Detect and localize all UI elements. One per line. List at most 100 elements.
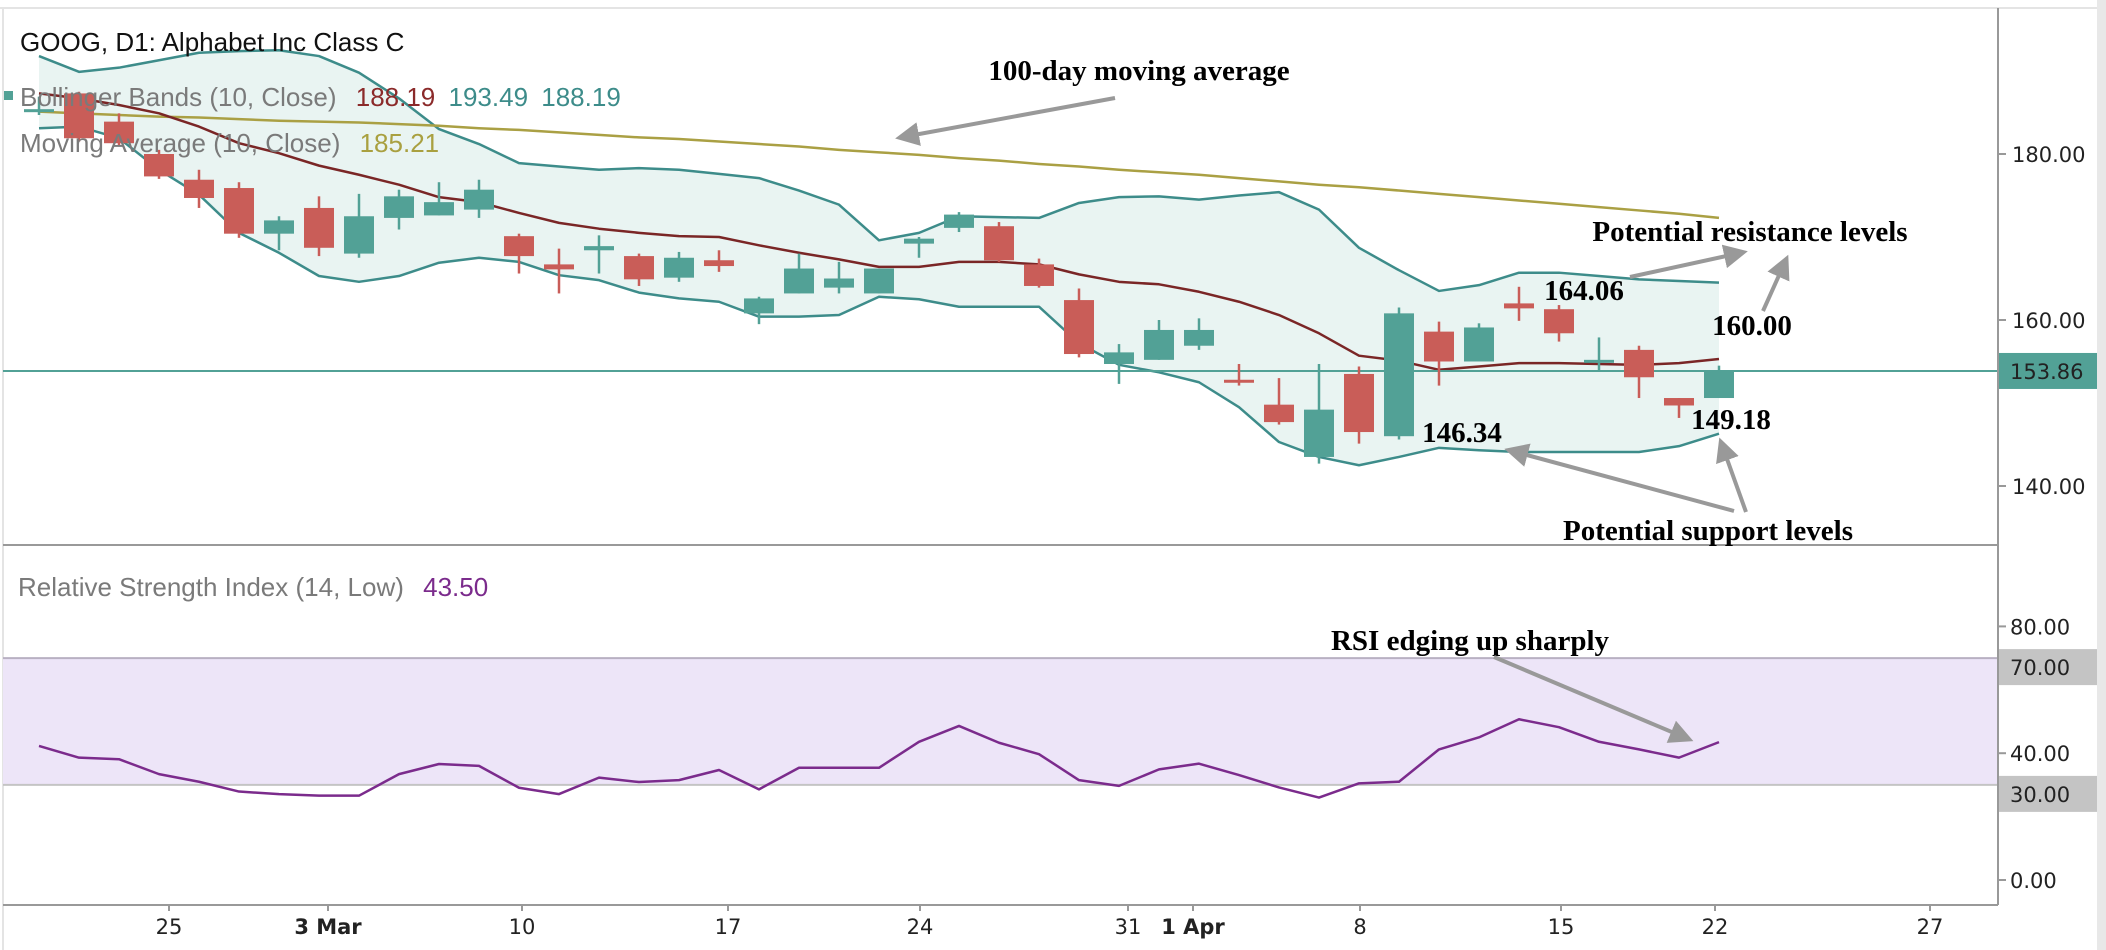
candle-body: [1704, 370, 1734, 399]
candle[interactable]: [304, 196, 334, 257]
candle[interactable]: [744, 296, 774, 325]
candle[interactable]: [64, 91, 94, 142]
rsi-band-fill: [3, 658, 1998, 785]
candle[interactable]: [664, 251, 694, 282]
candle[interactable]: [1024, 258, 1054, 288]
candle-body: [784, 268, 814, 294]
candle[interactable]: [1464, 323, 1494, 362]
candle-body: [1584, 359, 1614, 363]
candle[interactable]: [464, 179, 494, 218]
candle[interactable]: [1144, 320, 1174, 360]
candle[interactable]: [144, 149, 174, 179]
bollinger-upper-line: [38, 49, 1720, 293]
candle[interactable]: [864, 268, 894, 294]
candle[interactable]: [264, 216, 294, 251]
candle[interactable]: [1624, 345, 1654, 399]
ma-legend-label: Moving Average (10, Close): [20, 128, 340, 158]
annotation-level-160: 160.00: [1712, 310, 1792, 342]
candle-body: [144, 154, 174, 177]
annotation-support-arrow-2: [1716, 437, 1748, 513]
candle[interactable]: [904, 237, 934, 258]
candle-body: [1304, 409, 1334, 457]
last-price-label: 153.86: [2010, 360, 2083, 384]
candle[interactable]: [1424, 321, 1454, 386]
candle[interactable]: [1584, 337, 1614, 372]
bb-legend[interactable]: Bollinger Bands (10, Close) 188.19 193.4…: [20, 82, 621, 112]
rsi-panel[interactable]: [3, 657, 1998, 799]
price-axis[interactable]: 180.00 160.00 140.00 153.86 80.00 40.00 0.00 70…: [1998, 143, 2097, 893]
candle[interactable]: [24, 96, 54, 115]
candle-body: [1624, 349, 1654, 378]
rsi-legend-label: Relative Strength Index (14, Low): [18, 572, 404, 602]
candle[interactable]: [584, 235, 614, 274]
candle[interactable]: [184, 169, 214, 208]
candle-body: [1224, 379, 1254, 383]
ma100-line: [38, 110, 1720, 220]
candle[interactable]: [424, 182, 454, 216]
candle-body: [1544, 309, 1574, 334]
candle[interactable]: [1344, 366, 1374, 444]
ma-legend[interactable]: Moving Average (10, Close) 185.21: [20, 128, 439, 158]
rsi-level-label: 70.00: [2010, 656, 2070, 680]
price-tick-label: 160.00: [2012, 309, 2085, 333]
candle[interactable]: [1704, 365, 1734, 399]
candle-body: [944, 214, 974, 228]
candle[interactable]: [504, 233, 534, 274]
candle-body: [1504, 303, 1534, 309]
rsi-level-label: 30.00: [2010, 783, 2070, 807]
candle[interactable]: [824, 261, 854, 294]
candle[interactable]: [544, 248, 574, 294]
candle-body: [104, 121, 134, 144]
candle-body: [744, 298, 774, 314]
bb-legend-value-1: 188.19: [356, 82, 436, 112]
candle[interactable]: [1384, 307, 1414, 440]
annotation-rsi: RSI edging up sharply: [1331, 625, 1610, 657]
candle[interactable]: [1504, 286, 1534, 321]
candle-body: [464, 189, 494, 210]
candle[interactable]: [624, 253, 654, 286]
date-tick-label: 8: [1353, 915, 1366, 939]
candle[interactable]: [224, 182, 254, 238]
rsi-tick-label: 0.00: [2010, 869, 2057, 893]
rsi-line: [38, 718, 1720, 799]
candle[interactable]: [704, 250, 734, 272]
candle[interactable]: [1544, 305, 1574, 342]
date-tick-label: 24: [907, 915, 934, 939]
candle[interactable]: [1104, 344, 1134, 384]
candle-body: [1384, 313, 1414, 437]
bollinger-band-fill: [39, 50, 1719, 466]
annotation-ma100-arrow: [895, 96, 1116, 146]
candle[interactable]: [1184, 318, 1214, 350]
candle-body: [504, 236, 534, 257]
candle[interactable]: [784, 253, 814, 294]
candle[interactable]: [944, 212, 974, 233]
annotation-rsi-arrow: [1493, 655, 1694, 743]
annotation-support-arrow-1: [1504, 443, 1735, 513]
price-tick-label: 140.00: [2012, 475, 2085, 499]
annotation-level-164: 164.06: [1544, 275, 1624, 307]
chart-title: GOOG, D1: Alphabet Inc Class C: [20, 27, 404, 57]
candle-body: [704, 260, 734, 267]
candle[interactable]: [1264, 378, 1294, 425]
candle[interactable]: [984, 222, 1014, 262]
candle-body: [64, 93, 94, 139]
candle[interactable]: [1224, 363, 1254, 386]
rsi-legend[interactable]: Relative Strength Index (14, Low) 43.50: [18, 572, 488, 602]
candle[interactable]: [1664, 398, 1694, 418]
rsi-level-badge: [1999, 775, 2097, 812]
candle-body: [544, 264, 574, 270]
annotation-resistance: Potential resistance levels: [1592, 216, 1907, 248]
date-tick-label: 1 Apr: [1161, 915, 1225, 939]
candle-body: [304, 207, 334, 248]
candle[interactable]: [104, 113, 134, 147]
rsi-tick-label: 40.00: [2010, 742, 2070, 766]
bb-legend-label: Bollinger Bands (10, Close): [20, 82, 337, 112]
candle[interactable]: [344, 193, 374, 258]
candle[interactable]: [1064, 288, 1094, 358]
price-panel[interactable]: [3, 49, 1998, 467]
time-axis[interactable]: 25 3 Mar 10 17 24 31 1 Apr 8 15 22 27: [156, 905, 1944, 939]
candle[interactable]: [1304, 363, 1334, 464]
candle[interactable]: [384, 189, 414, 230]
date-tick-label: 17: [715, 915, 742, 939]
